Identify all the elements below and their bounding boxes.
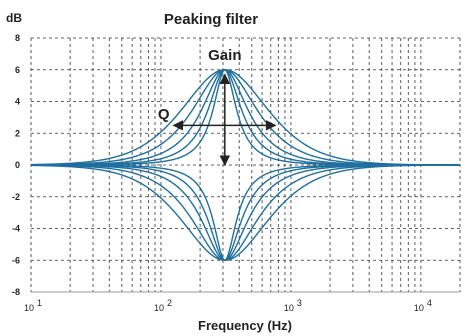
x-tick-exponent: 4 [427, 298, 432, 308]
x-tick-label: 10 1 [24, 298, 42, 313]
x-tick-label: 10 2 [154, 298, 172, 313]
series-line [31, 69, 460, 166]
y-tick-label: 8 [15, 33, 20, 43]
series-line [30, 69, 460, 166]
series-line [30, 69, 460, 166]
gain-label: Gain [208, 47, 241, 64]
x-tick-exponent: 2 [167, 298, 172, 308]
x-tick-base: 10 [154, 303, 164, 313]
x-tick-base: 10 [414, 303, 424, 313]
y-tick-label: 4 [15, 97, 20, 107]
series-line [30, 164, 460, 261]
y-tick-label: 2 [15, 128, 20, 138]
y-unit-label: dB [6, 11, 22, 25]
series-line [30, 164, 460, 261]
x-tick-label: 10 4 [414, 298, 432, 313]
x-tick-base: 10 [284, 303, 294, 313]
series-line [31, 164, 460, 261]
series-line [30, 69, 460, 166]
annotations: Gain Q [158, 47, 277, 167]
chart-title: Peaking filter [164, 11, 258, 28]
y-tick-label: 0 [15, 160, 20, 170]
x-tick-exponent: 1 [37, 298, 42, 308]
x-axis-label: Frequency (Hz) [198, 318, 292, 333]
q-label: Q [158, 106, 170, 123]
series-line [31, 164, 460, 261]
x-axis-ticks: 10 1 10 2 10 3 10 4 [24, 298, 432, 313]
y-tick-label: -2 [12, 192, 20, 202]
y-tick-label: 6 [15, 65, 20, 75]
filter-curves [30, 69, 460, 261]
series-line [30, 164, 460, 261]
x-tick-label: 10 3 [284, 298, 302, 313]
x-tick-base: 10 [24, 303, 34, 313]
y-tick-label: -8 [12, 287, 20, 297]
y-tick-label: -4 [12, 224, 20, 234]
series-line [31, 69, 460, 166]
x-tick-exponent: 3 [297, 298, 302, 308]
y-tick-label: -6 [12, 255, 20, 265]
y-axis-ticks: 8 6 4 2 0 -2 -4 -6 -8 [12, 33, 20, 297]
